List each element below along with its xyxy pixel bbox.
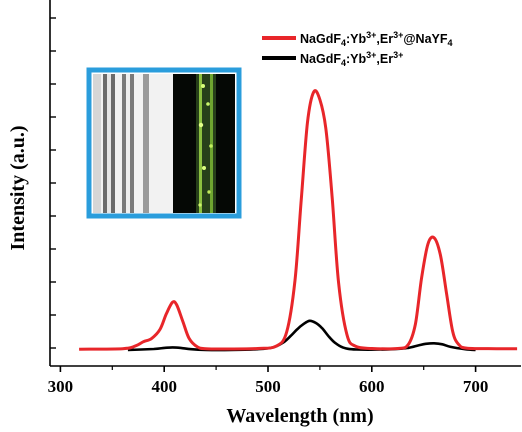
x-axis-ticks: 300 400 500 600 700 [48,366,489,396]
plot-area: 300 400 500 600 700 [48,0,521,396]
legend-label-black: NaGdF4:Yb3+,Er3+ [300,50,403,68]
series-line-core-shell [79,89,518,351]
x-tick-label: 600 [359,377,385,396]
inset-photo [86,67,242,219]
tube-white-light-icon [103,74,149,213]
legend-label-red: NaGdF4:Yb3+,Er3+@NaYF4 [300,30,453,48]
x-tick-label: 700 [463,377,489,396]
legend: NaGdF4:Yb3+,Er3+@NaYF4 NaGdF4:Yb3+,Er3+ [262,30,453,68]
x-tick-label: 400 [151,377,177,396]
x-axis-title: Wavelength (nm) [226,405,373,427]
tube-green-glow-icon [196,74,216,213]
y-axis-title: Intensity (a.u.) [7,125,29,250]
x-tick-label: 500 [255,377,281,396]
y-axis-ticks [50,17,56,349]
series-layer [79,89,518,352]
x-tick-label: 300 [48,377,74,396]
series-line-core [127,319,476,352]
